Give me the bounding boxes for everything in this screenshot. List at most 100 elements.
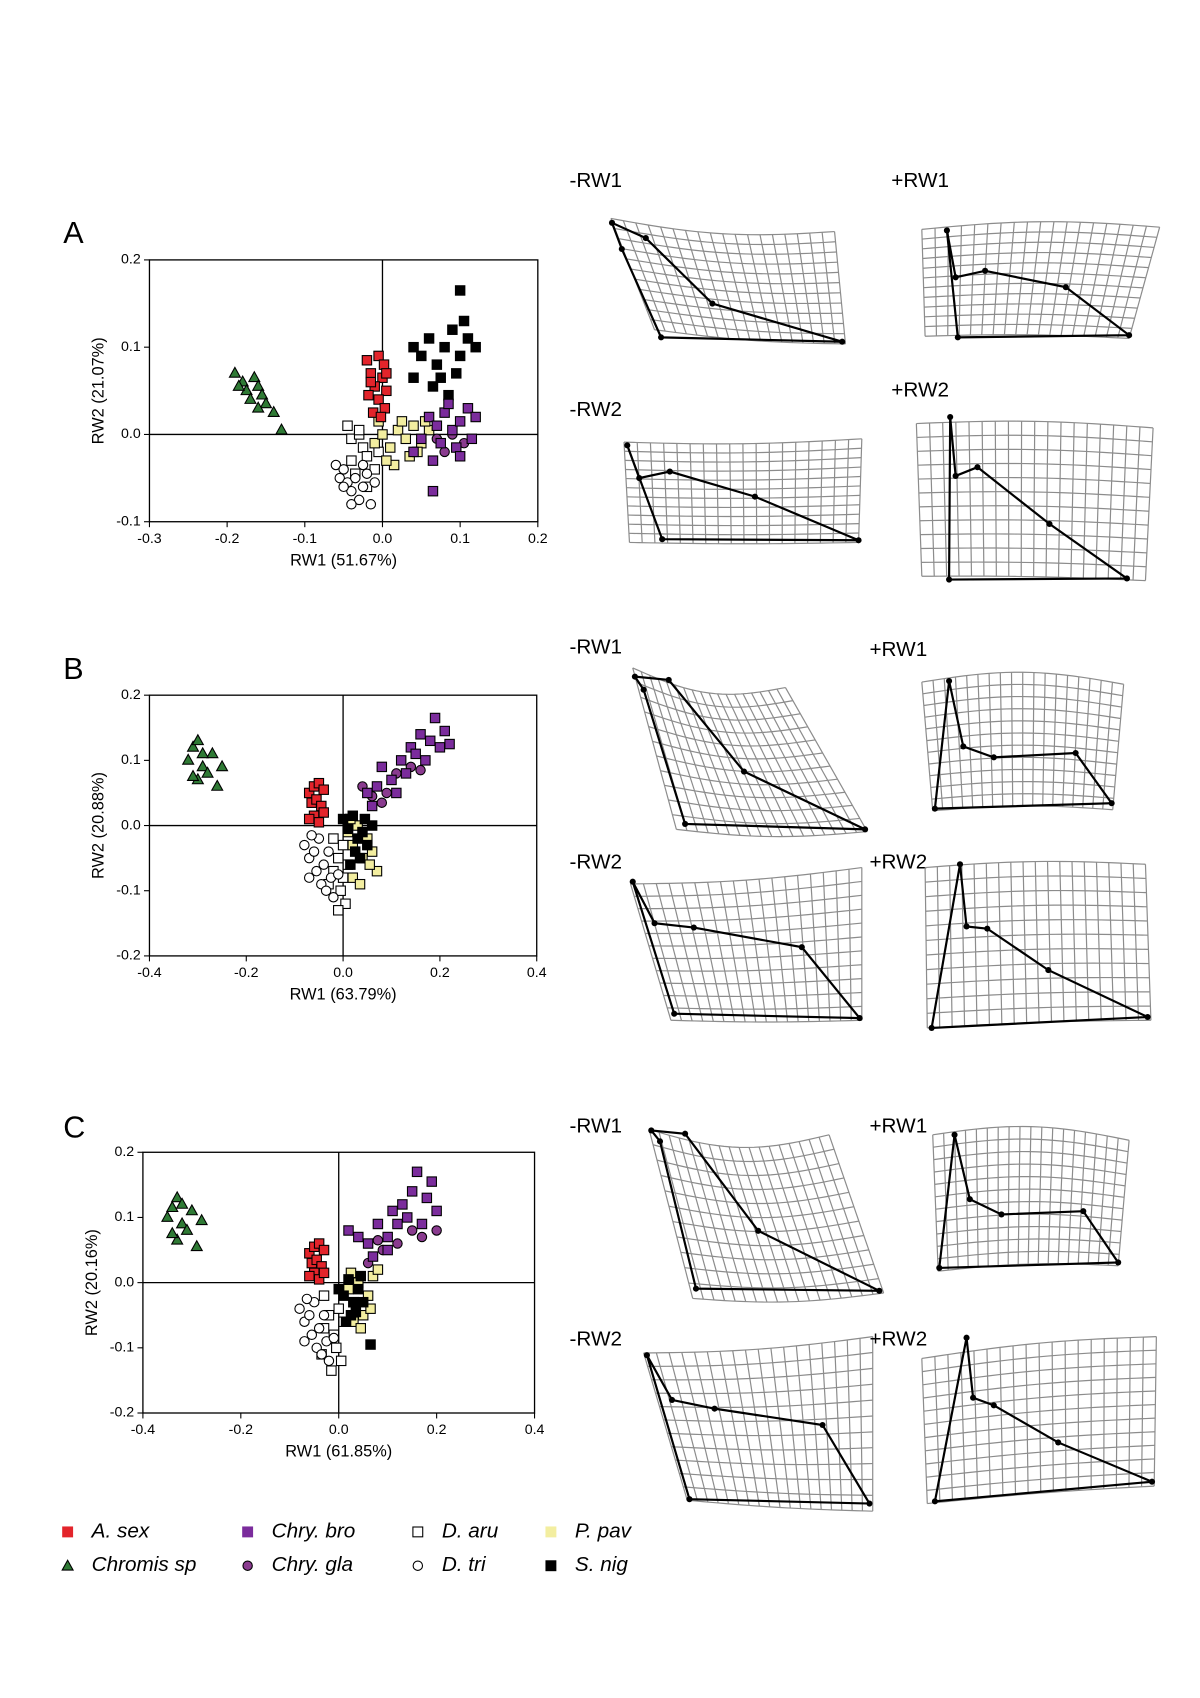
point (462, 333, 474, 344)
grid-line (657, 678, 709, 833)
grid-line (935, 1201, 1124, 1210)
grid-line (1094, 224, 1121, 337)
x-tick-label: -0.2 (229, 1422, 254, 1438)
point (375, 411, 387, 423)
point (318, 784, 329, 795)
point (161, 1210, 174, 1222)
landmark (690, 924, 697, 931)
legend-label: Chromis sp (92, 1553, 197, 1576)
grid-line (655, 1352, 699, 1502)
landmark (1055, 1439, 1062, 1446)
grid-line (610, 217, 835, 236)
grid-line (948, 865, 953, 1027)
grid-line (700, 691, 762, 837)
x-tick-label: 0.2 (528, 531, 548, 547)
grid-line (924, 708, 1121, 720)
grid-line (1064, 1341, 1067, 1492)
grid-line (960, 1352, 966, 1500)
grid-line (663, 991, 862, 998)
landmark (931, 805, 938, 812)
grid-line (746, 234, 772, 342)
grid-line (771, 234, 794, 343)
grid-line (636, 682, 793, 708)
grid-line (992, 222, 1002, 335)
point (306, 830, 317, 841)
grid-line (627, 504, 860, 509)
point (454, 451, 466, 462)
grid-line (674, 684, 730, 835)
point (196, 746, 210, 759)
grid-line (670, 1019, 862, 1023)
grid-line (822, 872, 831, 1022)
grid-line (784, 687, 868, 832)
grid-line (1087, 1133, 1097, 1265)
point (313, 817, 325, 828)
landmark (966, 1196, 973, 1203)
grid-line (684, 1263, 874, 1275)
grid-line (933, 1138, 1129, 1153)
grid-line (1083, 861, 1090, 1022)
landmark (839, 338, 846, 345)
grid-line (975, 1129, 979, 1268)
grid-line (929, 768, 1116, 777)
grid-line (999, 1347, 1004, 1497)
grid-line (1026, 221, 1042, 335)
grid-line (637, 894, 862, 910)
point (400, 433, 412, 445)
grid-line (642, 883, 683, 1021)
point (306, 1329, 318, 1341)
grid-line (973, 1350, 979, 1499)
grid-line (628, 532, 859, 536)
grid-line (1057, 422, 1062, 578)
point (228, 366, 242, 378)
point (165, 1200, 179, 1213)
landmark (936, 1264, 943, 1271)
point (318, 1309, 330, 1321)
grid-line (932, 1125, 1130, 1141)
point (470, 411, 481, 423)
point (377, 429, 388, 440)
point (328, 892, 339, 903)
grid-line (767, 690, 847, 834)
grid-line (778, 1144, 832, 1300)
grid-line (678, 1137, 726, 1301)
point (338, 464, 349, 475)
landmark (740, 768, 748, 775)
legend-marker (242, 1526, 254, 1538)
panel-label: B (63, 652, 83, 686)
point (359, 813, 371, 825)
shape-label: +RW1 (891, 169, 949, 192)
grid-line (759, 234, 783, 343)
point (343, 1225, 354, 1236)
point (303, 872, 315, 883)
legend-marker (545, 1560, 557, 1572)
landmark (947, 413, 954, 421)
point (354, 852, 366, 864)
grid-line (788, 1143, 842, 1299)
grid-line (1007, 1126, 1010, 1265)
grid-line (922, 231, 1157, 240)
grid-line (926, 933, 1148, 942)
grid-line (937, 1238, 1121, 1247)
landmark (755, 1227, 762, 1234)
point (357, 1296, 369, 1308)
grid-line (656, 1159, 840, 1177)
point (361, 451, 373, 462)
point (454, 416, 466, 427)
grid-line (924, 313, 1135, 319)
point (366, 820, 378, 831)
point (330, 459, 342, 471)
x-tick-label: 0.4 (527, 965, 547, 981)
grid-line (708, 692, 773, 837)
grid-line (925, 1431, 1156, 1452)
grid-line (768, 1146, 821, 1301)
grid-line (927, 744, 1118, 754)
point (355, 1270, 366, 1282)
landmark (1045, 967, 1052, 974)
point (353, 424, 365, 436)
legend-marker (62, 1526, 74, 1538)
grid-line (922, 262, 1149, 269)
point (392, 1218, 403, 1230)
grid-line (632, 667, 677, 830)
grid-line (933, 1150, 1128, 1164)
